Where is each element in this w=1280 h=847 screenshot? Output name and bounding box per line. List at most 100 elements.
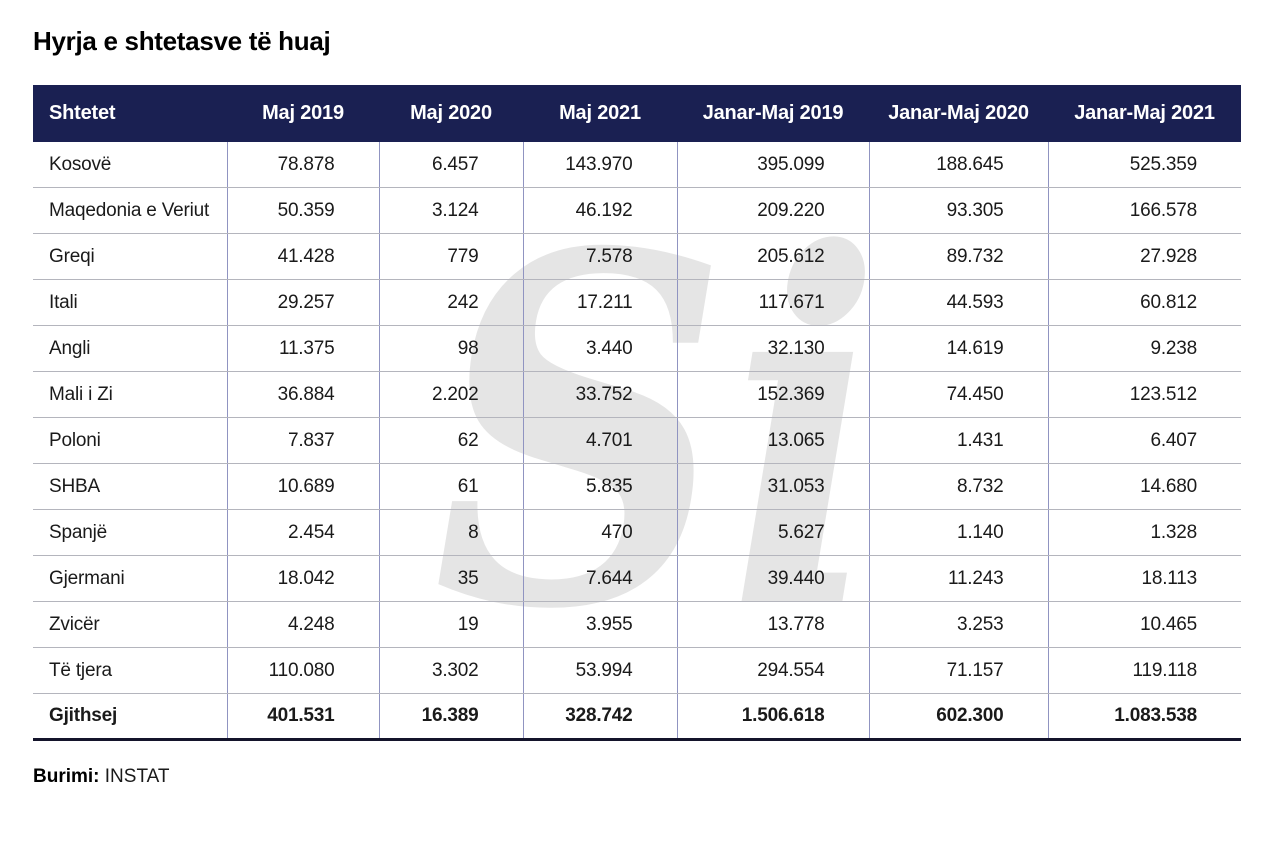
cell-poloni-maj-2019: 7.837 xyxy=(226,417,379,464)
row-label: SHBA xyxy=(33,463,227,510)
cell-zvic-r-maj-2019: 4.248 xyxy=(226,601,379,648)
cell-kosov-janar-maj-2019: 395.099 xyxy=(676,142,869,188)
source-value: INSTAT xyxy=(104,766,170,787)
cell-kosov-janar-maj-2021: 525.359 xyxy=(1047,142,1241,188)
cell-greqi-maj-2019: 41.428 xyxy=(226,233,379,280)
table-row-poloni: Poloni 7.837 62 4.701 13.065 1.431 6.407 xyxy=(33,417,1241,464)
cell-shba-janar-maj-2020: 8.732 xyxy=(868,463,1048,510)
table-row-greqi: Greqi 41.428 779 7.578 205.612 89.732 27.928 xyxy=(33,233,1241,280)
cell-spanj-janar-maj-2020: 1.140 xyxy=(868,509,1048,556)
cell-greqi-maj-2021: 7.578 xyxy=(522,233,677,280)
cell-mali-i-zi-janar-maj-2020: 74.450 xyxy=(868,371,1048,418)
cell-mali-i-zi-maj-2020: 2.202 xyxy=(378,371,523,418)
table-row-gjermani: Gjermani 18.042 35 7.644 39.440 11.243 18.113 xyxy=(33,555,1241,602)
cell-poloni-maj-2021: 4.701 xyxy=(522,417,677,464)
row-label: Angli xyxy=(33,325,227,372)
cell-kosov-maj-2020: 6.457 xyxy=(378,142,523,188)
cell-zvic-r-janar-maj-2020: 3.253 xyxy=(868,601,1048,648)
cell-shba-janar-maj-2019: 31.053 xyxy=(676,463,869,510)
column-header-shtetet: Shtetet xyxy=(33,85,227,142)
cell-angli-maj-2021: 3.440 xyxy=(522,325,677,372)
cell-poloni-janar-maj-2021: 6.407 xyxy=(1047,417,1241,464)
cell-itali-maj-2020: 242 xyxy=(378,279,523,326)
cell-kosov-maj-2021: 143.970 xyxy=(522,142,677,188)
row-label: Zvicër xyxy=(33,601,227,648)
cell-spanj-maj-2021: 470 xyxy=(522,509,677,556)
table-row-t-tjera: Të tjera 110.080 3.302 53.994 294.554 71.157 1… xyxy=(33,647,1241,694)
cell-gjermani-maj-2019: 18.042 xyxy=(226,555,379,602)
cell-maqedonia-e-veriut-maj-2019: 50.359 xyxy=(226,187,379,234)
cell-itali-janar-maj-2020: 44.593 xyxy=(868,279,1048,326)
cell-greqi-maj-2020: 779 xyxy=(378,233,523,280)
cell-maqedonia-e-veriut-maj-2021: 46.192 xyxy=(522,187,677,234)
cell-maqedonia-e-veriut-maj-2020: 3.124 xyxy=(378,187,523,234)
cell-gjithsej-maj-2019: 401.531 xyxy=(226,693,379,741)
cell-zvic-r-janar-maj-2021: 10.465 xyxy=(1047,601,1241,648)
cell-greqi-janar-maj-2021: 27.928 xyxy=(1047,233,1241,280)
row-label: Gjithsej xyxy=(33,693,227,741)
column-header-janar-maj-2020: Janar-Maj 2020 xyxy=(869,85,1048,142)
row-label: Kosovë xyxy=(33,142,227,188)
cell-gjithsej-janar-maj-2020: 602.300 xyxy=(868,693,1048,741)
cell-maqedonia-e-veriut-janar-maj-2020: 93.305 xyxy=(868,187,1048,234)
cell-maqedonia-e-veriut-janar-maj-2019: 209.220 xyxy=(676,187,869,234)
cell-angli-maj-2020: 98 xyxy=(378,325,523,372)
row-label: Mali i Zi xyxy=(33,371,227,418)
cell-gjermani-janar-maj-2021: 18.113 xyxy=(1047,555,1241,602)
cell-t-tjera-maj-2019: 110.080 xyxy=(226,647,379,694)
cell-shba-janar-maj-2021: 14.680 xyxy=(1047,463,1241,510)
cell-spanj-maj-2020: 8 xyxy=(378,509,523,556)
source-note: Burimi: INSTAT xyxy=(33,766,170,788)
cell-itali-maj-2019: 29.257 xyxy=(226,279,379,326)
table-header-row: Shtetet Maj 2019 Maj 2020 Maj 2021 Janar-Maj… xyxy=(33,85,1241,142)
table-row-mali-i-zi: Mali i Zi 36.884 2.202 33.752 152.369 74.450 1… xyxy=(33,371,1241,418)
cell-gjermani-maj-2021: 7.644 xyxy=(522,555,677,602)
cell-shba-maj-2021: 5.835 xyxy=(522,463,677,510)
table-row-zvic-r: Zvicër 4.248 19 3.955 13.778 3.253 10.465 xyxy=(33,601,1241,648)
cell-kosov-maj-2019: 78.878 xyxy=(226,142,379,188)
row-label: Poloni xyxy=(33,417,227,464)
table-row-shba: SHBA 10.689 61 5.835 31.053 8.732 14.680 xyxy=(33,463,1241,510)
cell-itali-janar-maj-2021: 60.812 xyxy=(1047,279,1241,326)
cell-spanj-janar-maj-2021: 1.328 xyxy=(1047,509,1241,556)
cell-angli-maj-2019: 11.375 xyxy=(226,325,379,372)
cell-mali-i-zi-maj-2021: 33.752 xyxy=(522,371,677,418)
cell-greqi-janar-maj-2019: 205.612 xyxy=(676,233,869,280)
cell-zvic-r-maj-2021: 3.955 xyxy=(522,601,677,648)
table-row-spanj: Spanjë 2.454 8 470 5.627 1.140 1.328 xyxy=(33,509,1241,556)
table-row-angli: Angli 11.375 98 3.440 32.130 14.619 9.238 xyxy=(33,325,1241,372)
cell-gjithsej-maj-2020: 16.389 xyxy=(378,693,523,741)
cell-mali-i-zi-maj-2019: 36.884 xyxy=(226,371,379,418)
row-label: Gjermani xyxy=(33,555,227,602)
cell-angli-janar-maj-2019: 32.130 xyxy=(676,325,869,372)
cell-poloni-janar-maj-2020: 1.431 xyxy=(868,417,1048,464)
cell-t-tjera-maj-2021: 53.994 xyxy=(522,647,677,694)
cell-zvic-r-janar-maj-2019: 13.778 xyxy=(676,601,869,648)
table-row-itali: Itali 29.257 242 17.211 117.671 44.593 60.812 xyxy=(33,279,1241,326)
cell-t-tjera-maj-2020: 3.302 xyxy=(378,647,523,694)
table-row-maqedonia-e-veriut: Maqedonia e Veriut 50.359 3.124 46.192 209.2… xyxy=(33,187,1241,234)
cell-kosov-janar-maj-2020: 188.645 xyxy=(868,142,1048,188)
column-header-maj-2019: Maj 2019 xyxy=(227,85,379,142)
row-label: Itali xyxy=(33,279,227,326)
cell-mali-i-zi-janar-maj-2021: 123.512 xyxy=(1047,371,1241,418)
source-label: Burimi: xyxy=(33,766,100,787)
cell-gjermani-janar-maj-2019: 39.440 xyxy=(676,555,869,602)
cell-shba-maj-2020: 61 xyxy=(378,463,523,510)
row-label: Spanjë xyxy=(33,509,227,556)
cell-angli-janar-maj-2021: 9.238 xyxy=(1047,325,1241,372)
cell-poloni-maj-2020: 62 xyxy=(378,417,523,464)
cell-gjithsej-janar-maj-2021: 1.083.538 xyxy=(1047,693,1241,741)
row-label: Maqedonia e Veriut xyxy=(33,187,227,234)
cell-greqi-janar-maj-2020: 89.732 xyxy=(868,233,1048,280)
cell-zvic-r-maj-2020: 19 xyxy=(378,601,523,648)
cell-shba-maj-2019: 10.689 xyxy=(226,463,379,510)
page-title: Hyrja e shtetasve të huaj xyxy=(33,26,331,56)
cell-t-tjera-janar-maj-2019: 294.554 xyxy=(676,647,869,694)
cell-angli-janar-maj-2020: 14.619 xyxy=(868,325,1048,372)
column-header-maj-2021: Maj 2021 xyxy=(523,85,677,142)
table-total-row: Gjithsej 401.531 16.389 328.742 1.506.618 602… xyxy=(33,693,1241,741)
foreign-nationals-table: Shtetet Maj 2019 Maj 2020 Maj 2021 Janar-Maj… xyxy=(33,85,1241,741)
table-container: Si Shtetet Maj 2019 Maj 2020 Maj 2021 Janar-… xyxy=(33,85,1241,741)
